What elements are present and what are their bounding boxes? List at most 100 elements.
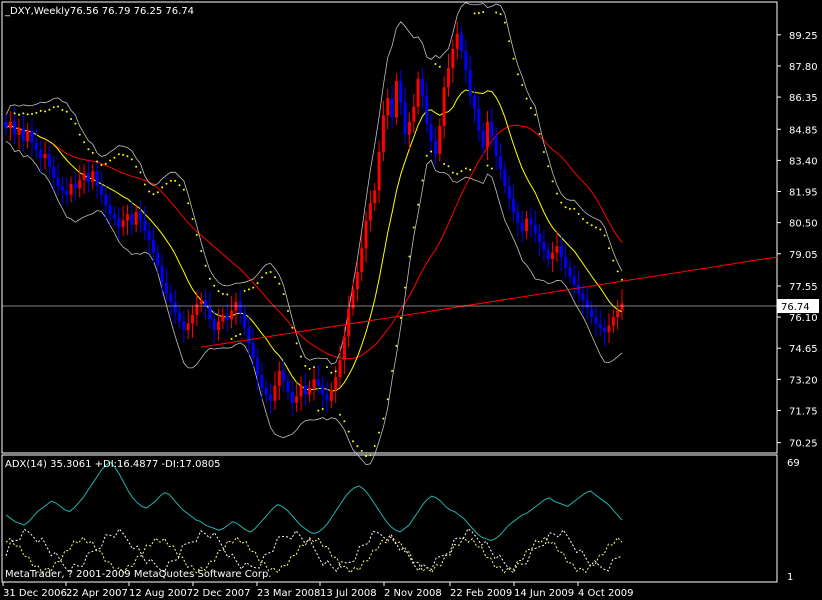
sar-dot bbox=[83, 141, 86, 144]
sar-dot bbox=[607, 247, 610, 250]
sar-dot bbox=[57, 105, 60, 108]
candle-body bbox=[78, 179, 82, 189]
candle-body bbox=[69, 184, 73, 195]
candle-body bbox=[425, 96, 429, 124]
sar-dot bbox=[486, 164, 489, 167]
sar-dot bbox=[352, 440, 355, 443]
sar-dot bbox=[560, 201, 563, 204]
sar-dot bbox=[291, 326, 294, 329]
candle-body bbox=[390, 98, 394, 118]
time-tick-label: 2 Nov 2008 bbox=[384, 588, 442, 599]
candle-body bbox=[459, 33, 463, 51]
candle-body bbox=[416, 78, 420, 107]
indicator-frame bbox=[1, 454, 778, 583]
price-tick-label: 70.25 bbox=[789, 439, 818, 450]
candle-body bbox=[446, 68, 450, 88]
sar-dot bbox=[603, 234, 606, 237]
sar-dot bbox=[148, 190, 151, 193]
candle-body bbox=[407, 121, 411, 135]
candle-body bbox=[312, 379, 316, 388]
candle-body bbox=[438, 126, 442, 154]
sar-dot bbox=[252, 286, 255, 289]
candle-body bbox=[590, 308, 594, 318]
candle-body bbox=[559, 246, 563, 257]
sar-dot bbox=[460, 170, 463, 173]
sar-dot bbox=[573, 207, 576, 210]
sar-dot bbox=[239, 333, 242, 336]
sar-dot bbox=[18, 113, 21, 116]
indicator-scale-max: 69 bbox=[787, 458, 800, 469]
sar-dot bbox=[70, 117, 73, 120]
sar-dot bbox=[100, 164, 103, 167]
minus-di-line bbox=[5, 536, 623, 574]
candle-body bbox=[121, 220, 125, 227]
sar-dot bbox=[421, 179, 424, 182]
candle-body bbox=[373, 190, 377, 204]
candle-body bbox=[160, 265, 164, 283]
price-tick-label: 83.40 bbox=[789, 156, 818, 167]
candle-body bbox=[394, 80, 398, 118]
candle-body bbox=[351, 289, 355, 309]
candle-body bbox=[451, 48, 455, 69]
candle-body bbox=[529, 218, 533, 225]
sar-dot bbox=[447, 165, 450, 168]
sar-dot bbox=[616, 270, 619, 273]
candle-body bbox=[538, 233, 542, 242]
sar-dot bbox=[35, 111, 38, 114]
candle-body bbox=[138, 211, 142, 221]
candle-body bbox=[520, 222, 524, 232]
price-tick-label: 71.75 bbox=[789, 406, 818, 417]
candle-body bbox=[204, 299, 208, 307]
candle-body bbox=[108, 205, 112, 215]
sar-dot bbox=[226, 293, 229, 296]
candle-body bbox=[607, 325, 611, 333]
sar-dot bbox=[391, 369, 394, 372]
sar-dot bbox=[91, 151, 94, 154]
sar-dot bbox=[39, 109, 42, 112]
candle-body bbox=[34, 143, 38, 150]
candle-body bbox=[199, 299, 203, 305]
sar-dot bbox=[87, 148, 90, 151]
candle-body bbox=[82, 173, 86, 180]
candle-body bbox=[260, 375, 264, 388]
price-tick-label: 76.10 bbox=[789, 313, 818, 324]
sar-dot bbox=[521, 84, 524, 87]
candle-body bbox=[56, 177, 60, 187]
sar-dot bbox=[13, 112, 16, 115]
candle-body bbox=[221, 314, 225, 322]
sar-dot bbox=[529, 107, 532, 110]
sar-dot bbox=[221, 292, 224, 295]
time-tick-label: 22 Apr 2007 bbox=[66, 588, 128, 599]
sar-dot bbox=[586, 221, 589, 224]
candle-body bbox=[616, 310, 620, 318]
support-trendline bbox=[201, 256, 778, 348]
sar-dot bbox=[612, 259, 615, 262]
sar-dot bbox=[378, 431, 381, 434]
price-tick-label: 81.95 bbox=[789, 188, 818, 199]
candle-body bbox=[325, 394, 329, 401]
candle-body bbox=[195, 304, 199, 315]
sar-dot bbox=[382, 417, 385, 420]
sar-dot bbox=[113, 156, 116, 159]
candle-body bbox=[420, 78, 424, 96]
sar-dot bbox=[490, 167, 493, 170]
candle-body bbox=[17, 128, 21, 135]
sar-dot bbox=[96, 160, 99, 163]
sar-dot bbox=[174, 179, 177, 182]
candle-body bbox=[65, 190, 69, 195]
sar-dot bbox=[408, 255, 411, 258]
candle-body bbox=[386, 98, 390, 116]
candle-body bbox=[143, 220, 147, 232]
sar-dot bbox=[191, 218, 194, 221]
sar-dot bbox=[195, 233, 198, 236]
candle-body bbox=[555, 246, 559, 253]
price-tick-label: 77.55 bbox=[789, 282, 818, 293]
candle-body bbox=[243, 312, 247, 328]
sar-dot bbox=[343, 420, 346, 423]
candle-body bbox=[104, 194, 108, 206]
candle-body bbox=[247, 327, 251, 343]
sar-dot bbox=[577, 212, 580, 215]
candle-body bbox=[581, 293, 585, 300]
candle-body bbox=[486, 121, 490, 148]
